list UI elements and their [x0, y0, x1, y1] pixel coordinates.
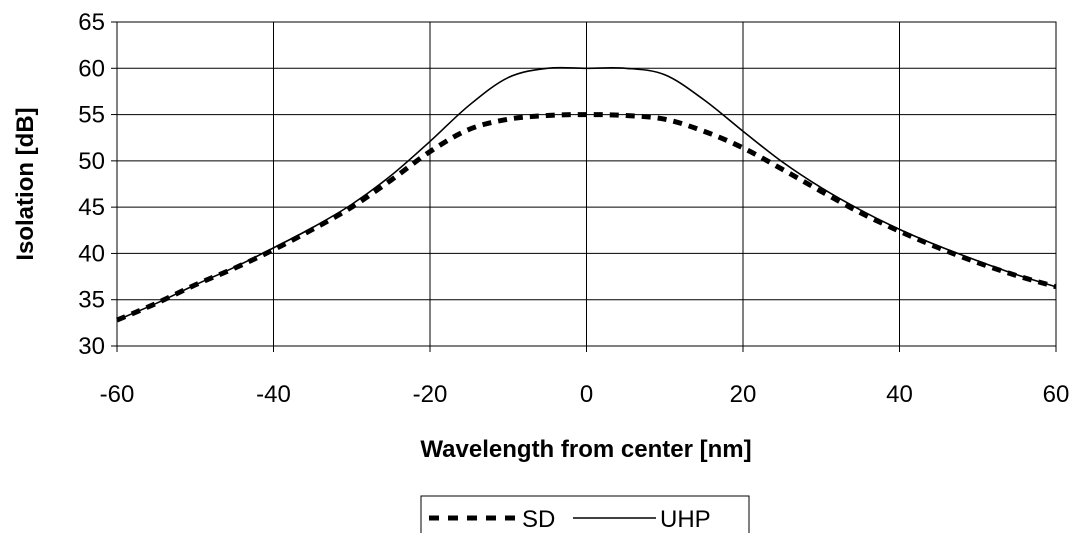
legend-label-uhp: UHP	[660, 506, 711, 533]
series-line-uhp	[116, 66, 1057, 321]
y-tick-labels: 30 35 40 45 50 55 60 65	[78, 9, 117, 360]
x-tick-label: 40	[886, 381, 913, 408]
y-tick-label: 65	[78, 9, 105, 36]
y-tick-label: 35	[78, 287, 105, 314]
x-tick-label: 20	[730, 381, 757, 408]
legend-box	[420, 495, 750, 533]
x-tick-label: 0	[580, 381, 593, 408]
series-line-sd	[116, 112, 1057, 323]
y-tick-label: 45	[78, 194, 105, 221]
x-axis-title: Wavelength from center [nm]	[420, 436, 751, 463]
y-tick-label: 55	[78, 102, 105, 129]
x-tick-label: 60	[1043, 381, 1070, 408]
x-tick-label: -40	[256, 381, 291, 408]
series-group	[116, 66, 1057, 323]
legend: SD UHP	[420, 495, 750, 533]
x-tick-label: -60	[100, 381, 135, 408]
y-tick-label: 40	[78, 240, 105, 267]
y-axis-title: Isolation [dB]	[12, 107, 39, 260]
x-tick-label: -20	[413, 381, 448, 408]
y-tick-label: 30	[78, 333, 105, 360]
y-tick-label: 50	[78, 148, 105, 175]
x-tick-labels: -60 -40 -20 0 20 40 60	[100, 346, 1070, 408]
y-tick-label: 60	[78, 55, 105, 82]
legend-label-sd: SD	[522, 506, 555, 533]
